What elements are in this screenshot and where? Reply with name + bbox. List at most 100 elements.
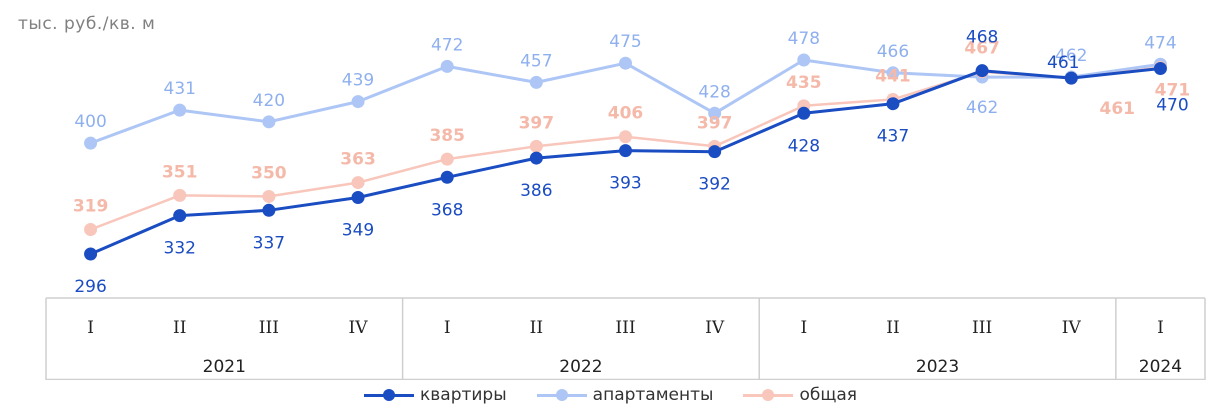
- legend-item-total: общая: [743, 385, 857, 405]
- series-flats-point: [262, 203, 276, 217]
- series-flats-point: [886, 97, 900, 111]
- series-total-data-label: 441: [875, 66, 911, 86]
- series-total-data-label: 435: [786, 73, 822, 93]
- series-serviced-apartments-data-label: 428: [698, 82, 730, 102]
- series-flats-data-label: 392: [698, 175, 730, 195]
- quarter-tick-label: IV: [349, 318, 369, 338]
- series-serviced-apartments-point: [440, 59, 454, 73]
- quarter-tick-label: IV: [1062, 318, 1082, 338]
- year-label: 2021: [203, 357, 246, 377]
- series-flats-data-label: 368: [431, 200, 463, 220]
- series-flats-point: [708, 145, 722, 159]
- series-serviced-apartments-data-label: 478: [788, 29, 820, 49]
- series-serviced-apartments-data-label: 462: [966, 98, 998, 118]
- series-total-data-label: 406: [608, 104, 644, 124]
- series-total-data-label: 351: [162, 162, 198, 182]
- series-serviced-apartments-point: [886, 66, 900, 80]
- series-serviced-apartments-data-label: 420: [253, 91, 285, 111]
- series-flats-point: [797, 106, 811, 120]
- series-flats-point: [440, 170, 454, 184]
- series-serviced-apartments-data-label: 457: [520, 51, 552, 71]
- legend-label-total: общая: [799, 385, 857, 405]
- series-flats-data-label: 468: [966, 28, 998, 48]
- series-total-data-label: 397: [697, 113, 733, 133]
- series-flats-data-label: 349: [342, 221, 374, 241]
- legend: квартиры апартаменты общая: [0, 382, 1221, 408]
- series-serviced-apartments-point: [708, 106, 722, 120]
- series-total-data-label: 461: [1100, 99, 1136, 119]
- quarter-tick-label: I: [444, 318, 451, 338]
- series-serviced-apartments-point: [173, 103, 187, 117]
- year-label: 2023: [916, 357, 959, 377]
- year-label: 2022: [559, 357, 602, 377]
- series-serviced-apartments-data-label: 431: [164, 79, 196, 99]
- quarter-tick-label: II: [530, 318, 543, 338]
- series-flats-point: [619, 144, 632, 158]
- series-flats-data-label: 337: [253, 233, 285, 253]
- series-total-point: [440, 152, 454, 166]
- series-flats-point: [529, 151, 543, 165]
- series-flats-data-label: 386: [520, 181, 552, 201]
- series-serviced-apartments-data-label: 472: [431, 35, 463, 55]
- legend-swatch-total: [743, 388, 794, 402]
- series-total-point: [173, 188, 187, 202]
- data-labels: 400 431 420 439 472 457 475 428 478 466 462 462 474 3…: [73, 28, 1190, 297]
- series-flats-data-label: 296: [74, 277, 106, 297]
- series-flats-point: [975, 64, 989, 78]
- series-flats: [84, 62, 1167, 261]
- legend-swatch-serviced-apartments: [536, 388, 587, 402]
- series-flats-point: [84, 247, 98, 261]
- quarter-tick-label: II: [173, 318, 186, 338]
- series-total-point: [351, 176, 365, 190]
- series-total-data-label: 397: [519, 113, 555, 133]
- series-total-data-label: 471: [1155, 80, 1191, 100]
- series-flats-line: [90, 67, 1161, 256]
- series-total-point: [619, 130, 632, 144]
- series-flats-data-label: 461: [1047, 53, 1079, 73]
- legend-label-flats: квартиры: [419, 385, 507, 405]
- series-serviced-apartments-data-label: 400: [74, 112, 106, 132]
- series-serviced-apartments-data-label: 439: [342, 71, 374, 91]
- quarter-tick-label: II: [886, 318, 899, 338]
- series-total-data-label: 385: [429, 126, 465, 146]
- series-serviced-apartments-data-label: 474: [1144, 33, 1176, 53]
- series-total-data-label: 467: [964, 39, 1000, 59]
- series-serviced-apartments-point: [529, 75, 543, 89]
- series-total-data-label: 363: [340, 150, 376, 170]
- quarter-tick-label: I: [87, 318, 94, 338]
- series-flats-point: [1153, 62, 1167, 76]
- series-layer: [84, 53, 1167, 261]
- series-flats-data-label: 470: [1156, 96, 1188, 116]
- series-flats-point: [351, 191, 365, 205]
- series-serviced-apartments-data-label: 462: [1055, 46, 1087, 66]
- quarter-tick-label: III: [259, 318, 279, 338]
- quarter-tick-label: III: [615, 318, 635, 338]
- series-serviced-apartments-data-label: 475: [609, 32, 641, 52]
- series-serviced-apartments-point: [797, 53, 811, 67]
- legend-item-apartments-flats: квартиры: [363, 385, 507, 405]
- series-total-point: [84, 222, 98, 236]
- series-serviced-apartments-point: [84, 136, 98, 150]
- year-label: 2024: [1139, 357, 1182, 377]
- series-flats-data-label: 393: [609, 174, 641, 194]
- series-serviced-apartments-point: [262, 115, 276, 129]
- series-total-data-label: 319: [73, 196, 109, 216]
- series-serviced-apartments-point: [619, 56, 632, 70]
- series-serviced-apartments-data-label: 466: [877, 42, 909, 62]
- series-total-point: [529, 139, 543, 153]
- legend-swatch-flats: [363, 388, 414, 402]
- legend-label-serviced-apartments: апартаменты: [592, 385, 714, 405]
- series-flats-data-label: 428: [788, 136, 820, 156]
- series-serviced-apartments-point: [351, 95, 365, 109]
- series-flats-point: [173, 209, 187, 223]
- quarter-tick-label: I: [800, 318, 807, 338]
- quarter-tick-label: III: [972, 318, 992, 338]
- series-total-point: [262, 189, 276, 203]
- series-flats-data-label: 437: [877, 127, 909, 147]
- legend-item-serviced-apartments: апартаменты: [536, 385, 714, 405]
- y-axis-label: тыс. руб./кв. м: [18, 14, 156, 34]
- quarter-tick-label: IV: [705, 318, 725, 338]
- series-flats-point: [1064, 71, 1078, 85]
